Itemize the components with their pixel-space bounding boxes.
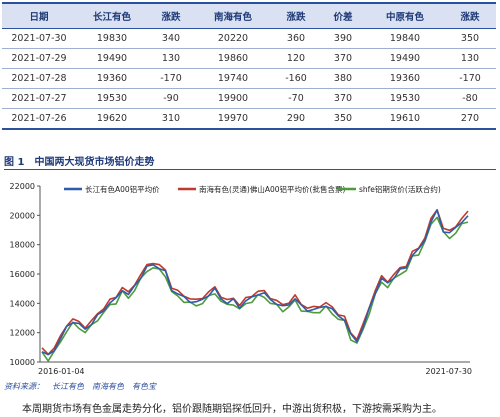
- col-change: 涨跌: [444, 2, 496, 29]
- source-item: 有色宝: [132, 382, 156, 391]
- y-tick-label: 12000: [10, 329, 35, 338]
- col-zhongyuan: 中原有色: [366, 2, 444, 29]
- col-date: 日期: [2, 2, 76, 29]
- table-cell: -170: [444, 68, 496, 89]
- table-cell: 19610: [366, 108, 444, 130]
- y-tick-label: 20000: [10, 211, 35, 220]
- figure-title: 图 1 中国两大现货市场铝价走势: [4, 153, 154, 168]
- table-cell: 130: [148, 48, 194, 69]
- table-cell: 390: [320, 28, 366, 49]
- table-cell: -90: [148, 88, 194, 109]
- table-cell: 380: [320, 68, 366, 89]
- table-cell: 19620: [76, 108, 148, 130]
- table-cell: 310: [148, 108, 194, 130]
- col-change: 涨跌: [272, 2, 320, 29]
- table-cell: 2021-07-27: [2, 88, 76, 109]
- table-cell: -80: [444, 88, 496, 109]
- figure-divider: [4, 169, 496, 170]
- table-cell: -160: [272, 68, 320, 89]
- y-tick-label: 14000: [10, 299, 35, 308]
- series-line-0: [41, 209, 469, 356]
- table-cell: 19840: [366, 28, 444, 49]
- legend-label: 南海有色(灵通)佛山A00铝平均价(批售含票): [199, 184, 345, 194]
- table-cell: 370: [320, 88, 366, 109]
- table-cell: 2021-07-26: [2, 108, 76, 130]
- table-cell: 19490: [76, 48, 148, 69]
- table-cell: 120: [272, 48, 320, 69]
- table-cell: 290: [272, 108, 320, 130]
- table-cell: 19530: [76, 88, 148, 109]
- table-cell: 19490: [366, 48, 444, 69]
- figure-number: 图 1: [4, 157, 25, 168]
- table-cell: 350: [320, 108, 366, 130]
- legend-label: 长江有色A00铝平均价: [85, 184, 160, 194]
- table-cell: 20220: [194, 28, 272, 49]
- col-changjiang: 长江有色: [76, 2, 148, 29]
- table-cell: -70: [272, 88, 320, 109]
- table-cell: 19360: [76, 68, 148, 89]
- table-cell: 2021-07-28: [2, 68, 76, 89]
- table-cell: 19970: [194, 108, 272, 130]
- table-row: 2021-07-27 19530 -90 19900 -70 370 19530 -80: [2, 88, 496, 109]
- series-line-2: [41, 216, 469, 362]
- table-row: 2021-07-29 19490 130 19860 120 370 19490 130: [2, 48, 496, 69]
- summary-paragraph: 本周期货市场有色金属走势分化，铝价跟随期铝探低回升，中游出货积极，下游按需采购为…: [22, 404, 442, 415]
- source-note: 资料来源： 长江有色 南海有色 有色宝: [4, 381, 164, 392]
- y-tick-label: 18000: [10, 241, 35, 250]
- source-item: 长江有色: [52, 382, 84, 391]
- figure-caption: 中国两大现货市场铝价走势: [34, 157, 155, 168]
- table-cell: 19900: [194, 88, 272, 109]
- table-cell: 19830: [76, 28, 148, 49]
- table-cell: 19360: [366, 68, 444, 89]
- table-cell: 19530: [366, 88, 444, 109]
- table-cell: 19860: [194, 48, 272, 69]
- col-spread: 价差: [320, 2, 366, 29]
- table-row: 2021-07-30 19830 340 20220 360 390 19840 350: [2, 28, 496, 49]
- col-change: 涨跌: [148, 2, 194, 29]
- series-line-1: [41, 209, 469, 356]
- table-cell: 2021-07-29: [2, 48, 76, 69]
- aluminum-price-chart: 22000 20000 18000 16000 14000 12000 100002016-…: [10, 182, 473, 376]
- table-cell: -170: [148, 68, 194, 89]
- x-tick-label: 2021-07-30: [426, 367, 473, 376]
- price-table: 日期 长江有色 涨跌 南海有色 涨跌 价差 中原有色 涨跌 2021-07-30…: [2, 2, 496, 130]
- table-row: 2021-07-28 19360 -170 19740 -160 380 19360 -170: [2, 68, 496, 89]
- table-row: 2021-07-26 19620 310 19970 290 350 19610 270: [2, 108, 496, 130]
- source-label: 资料来源：: [4, 382, 44, 391]
- table-cell: 130: [444, 48, 496, 69]
- table-cell: 19740: [194, 68, 272, 89]
- x-tick-label: 2016-01-04: [38, 367, 85, 376]
- table-cell: 370: [320, 48, 366, 69]
- table-header-row: 日期 长江有色 涨跌 南海有色 涨跌 价差 中原有色 涨跌: [2, 2, 496, 29]
- source-item: 南海有色: [92, 382, 124, 391]
- y-tick-label: 10000: [10, 358, 35, 367]
- table-cell: 340: [148, 28, 194, 49]
- y-tick-label: 22000: [10, 182, 35, 191]
- table-cell: 2021-07-30: [2, 28, 76, 49]
- table-cell: 270: [444, 108, 496, 130]
- col-nanhai: 南海有色: [194, 2, 272, 29]
- table-cell: 360: [272, 28, 320, 49]
- table-cell: 350: [444, 28, 496, 49]
- y-tick-label: 16000: [10, 270, 35, 279]
- legend-label: shfe铝期货价(活跃合约): [359, 184, 441, 194]
